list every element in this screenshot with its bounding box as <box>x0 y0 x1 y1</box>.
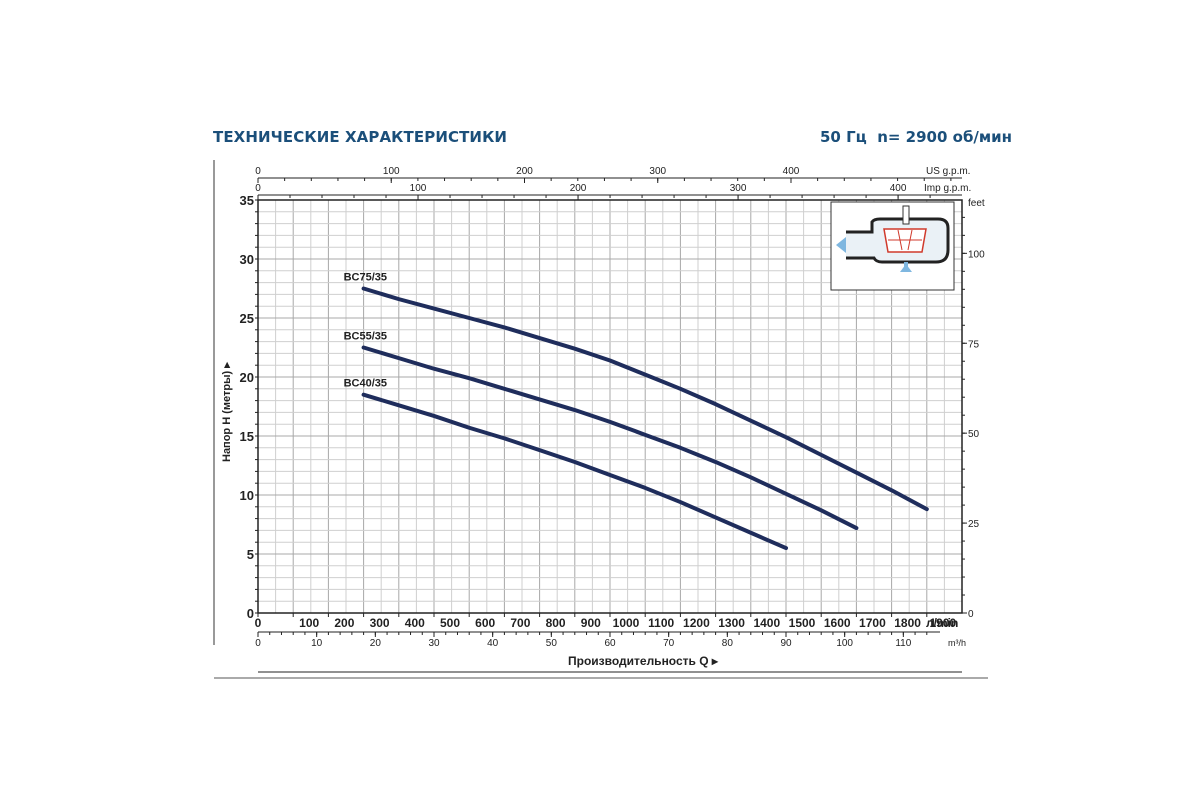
m3h-tick-label: 10 <box>311 638 323 649</box>
x-tick-label: 1900 <box>929 616 956 630</box>
x-tick-label: 700 <box>510 616 530 630</box>
grid <box>257 199 963 614</box>
series-line-bc40-35 <box>361 392 788 551</box>
us-gpm-tick-label: 200 <box>516 166 533 177</box>
x-tick-label: 1500 <box>789 616 816 630</box>
imp-gpm-tick-label: 400 <box>890 183 907 194</box>
x-unit-label: л/min <box>926 616 958 630</box>
m3h-tick-label: 80 <box>722 638 734 649</box>
y-tick-label: 30 <box>240 252 254 267</box>
y-tick-label: 5 <box>247 547 254 562</box>
m3h-tick-label: 40 <box>487 638 499 649</box>
m3h-tick-label: 90 <box>780 638 792 649</box>
y-tick-label: 25 <box>240 311 254 326</box>
m3h-tick-label: 0 <box>255 638 261 649</box>
x-tick-label: 1800 <box>894 616 921 630</box>
axis-labels: BC75/35 BC55/35 BC40/35 Напор H (метры) ▸ Пр… <box>221 272 719 669</box>
imp-gpm-tick-label: 200 <box>570 183 587 194</box>
x-tick-label: 900 <box>581 616 601 630</box>
feet-tick-label: 25 <box>968 519 980 530</box>
m3h-tick-label: 60 <box>604 638 616 649</box>
page-title: ТЕХНИЧЕСКИЕ ХАРАКТЕРИСТИКИ <box>213 128 508 146</box>
x-tick-label: 300 <box>370 616 390 630</box>
y-tick-label: 0 <box>247 606 254 621</box>
y-axis-label: Напор H (метры) ▸ <box>221 362 233 462</box>
us-gpm-tick-label: 100 <box>383 166 400 177</box>
x-tick-label: 0 <box>255 616 262 630</box>
x-tick-label: 400 <box>405 616 425 630</box>
x-tick-label: 1400 <box>753 616 780 630</box>
x-tick-label: 600 <box>475 616 495 630</box>
us-gpm-tick-label: 0 <box>255 166 261 177</box>
m3h-tick-label: 100 <box>836 638 853 649</box>
feet-tick-label: 100 <box>968 249 985 260</box>
x-tick-label: 1000 <box>613 616 640 630</box>
series-line-bc75-35 <box>361 286 929 512</box>
series-line-bc55-35 <box>361 345 859 531</box>
x-tick-label: 1600 <box>824 616 851 630</box>
x-tick-label: 1300 <box>718 616 745 630</box>
m3h-tick-label: 70 <box>663 638 675 649</box>
series-label: BC40/35 <box>344 378 387 390</box>
m3h-tick-label: 50 <box>546 638 558 649</box>
y-tick-label: 35 <box>240 193 254 208</box>
spec-subtitle: 50 Гц n= 2900 об/мин <box>820 128 1013 146</box>
x-tick-label: 800 <box>546 616 566 630</box>
y-tick-label: 15 <box>240 429 254 444</box>
x-tick-label: 100 <box>299 616 319 630</box>
imp-gpm-tick-label: 300 <box>730 183 747 194</box>
us-gpm-tick-label: 400 <box>783 166 800 177</box>
imp-gpm-unit-label: Imp g.p.m. <box>924 183 971 194</box>
m3h-unit-label: m³/h <box>948 638 966 648</box>
us-gpm-unit-label: US g.p.m. <box>926 166 970 177</box>
outlet-arrow-icon <box>836 237 846 253</box>
x-tick-label: 500 <box>440 616 460 630</box>
feet-unit-label: feet <box>968 198 985 209</box>
imp-gpm-tick-label: 0 <box>255 183 261 194</box>
x-tick-label: 1700 <box>859 616 886 630</box>
feet-tick-label: 50 <box>968 429 980 440</box>
x-tick-label: 1200 <box>683 616 710 630</box>
feet-tick-label: 0 <box>968 609 974 620</box>
x-tick-label: 1100 <box>648 616 674 630</box>
series-label: BC55/35 <box>344 331 387 343</box>
feet-tick-label: 75 <box>968 339 980 350</box>
y-tick-label: 10 <box>240 488 254 503</box>
y-tick-label: 20 <box>240 370 254 385</box>
series-label: BC75/35 <box>344 272 387 284</box>
x-axis-label: Производительность Q ▸ <box>568 654 719 668</box>
imp-gpm-tick-label: 100 <box>410 183 427 194</box>
us-gpm-tick-label: 300 <box>649 166 666 177</box>
series-lines <box>361 286 929 551</box>
pump-diagram-inset <box>830 201 955 291</box>
m3h-tick-label: 30 <box>428 638 440 649</box>
m3h-tick-label: 110 <box>895 638 911 649</box>
x-tick-label: 200 <box>334 616 354 630</box>
m3h-tick-label: 20 <box>370 638 382 649</box>
